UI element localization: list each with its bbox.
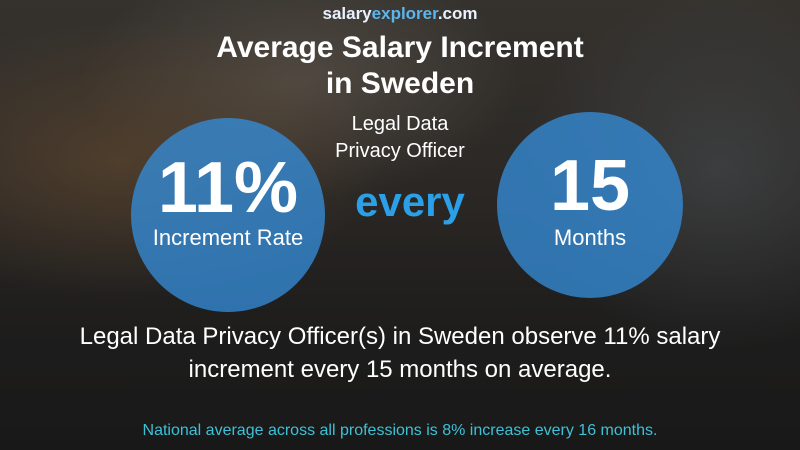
every-text: every [355, 178, 465, 225]
left-circle [131, 118, 325, 312]
right-circle [497, 112, 683, 298]
logo-part: explorer [371, 4, 438, 23]
subtitle-line: Legal Data [351, 113, 449, 135]
months-label: Months [553, 225, 627, 250]
footer-note: National average across all professions … [142, 422, 658, 439]
increment-label: Increment Rate [152, 225, 304, 250]
logo: salaryexplorer.com [0, 4, 800, 24]
logo-part: .com [437, 4, 478, 23]
increment-value: 11% [157, 148, 299, 228]
title-line: Average Salary Increment [216, 31, 584, 64]
summary-line: increment every 15 months on average. [188, 356, 612, 383]
summary-line: Legal Data Privacy Officer(s) in Sweden … [79, 323, 721, 350]
logo-part: salary [322, 4, 372, 23]
subtitle: Legal Data Privacy Officer [0, 111, 800, 165]
title-line: in Sweden [325, 67, 475, 100]
title: Average Salary Increment in Sweden [0, 30, 800, 102]
summary: Legal Data Privacy Officer(s) in Sweden … [0, 320, 800, 386]
subtitle-line: Privacy Officer [335, 140, 465, 162]
months-value: 15 [549, 146, 631, 226]
